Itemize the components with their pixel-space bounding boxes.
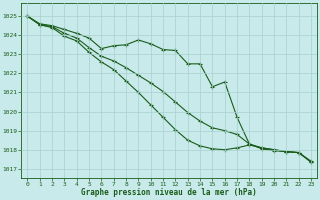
- X-axis label: Graphe pression niveau de la mer (hPa): Graphe pression niveau de la mer (hPa): [81, 188, 257, 197]
